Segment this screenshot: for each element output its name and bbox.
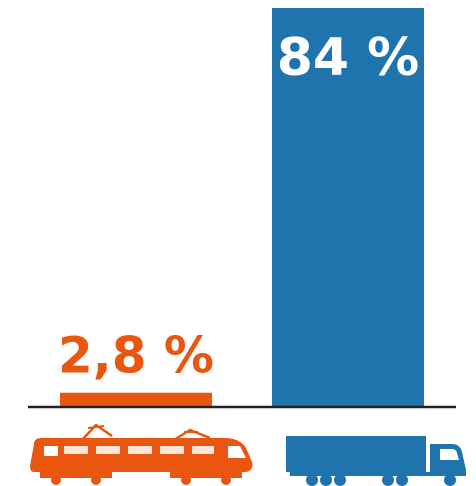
- value-labels-group: 2,8 % 84 %: [58, 28, 419, 385]
- train-icon: [30, 423, 253, 485]
- bar-rail: [60, 392, 212, 406]
- bars-group: [60, 8, 424, 406]
- value-label-road: 84 %: [277, 28, 420, 88]
- value-label-rail: 2,8 %: [58, 327, 214, 385]
- bar-road: [272, 8, 424, 406]
- truck-icon: [286, 436, 466, 486]
